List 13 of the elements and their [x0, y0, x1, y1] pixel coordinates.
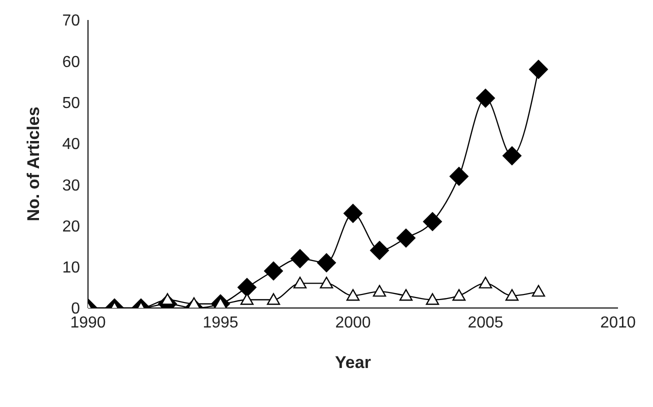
x-tick-label: 2010: [600, 314, 636, 332]
y-tick-label: 20: [62, 218, 80, 236]
y-axis-title: No. of Articles: [24, 106, 44, 222]
y-tick-label: 40: [62, 136, 80, 154]
x-tick-label: 1995: [202, 314, 238, 332]
x-tick-label: 2005: [468, 314, 504, 332]
x-tick-label: 2000: [335, 314, 371, 332]
y-tick-label: 30: [62, 177, 80, 194]
y-tick-label: 50: [62, 94, 80, 112]
y-tick-label: 10: [62, 260, 80, 277]
x-axis-title: Year: [335, 353, 372, 372]
y-tick-label: 70: [62, 12, 80, 30]
y-tick-label: 60: [62, 54, 80, 71]
